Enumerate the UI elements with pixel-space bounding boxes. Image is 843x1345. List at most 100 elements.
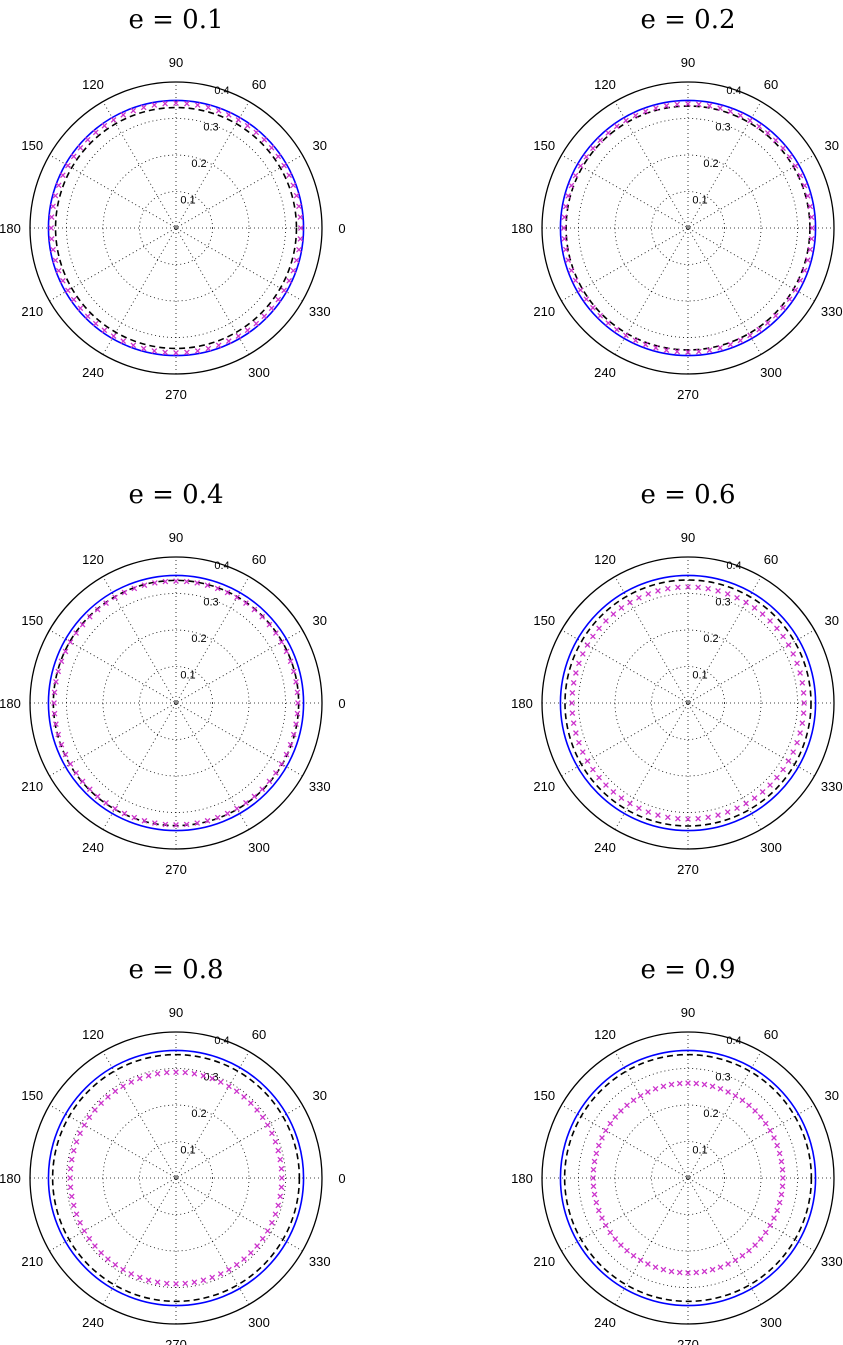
x-marker <box>103 800 109 806</box>
angle-tick-label: 240 <box>594 840 616 855</box>
x-marker <box>151 580 158 586</box>
x-marker <box>715 812 721 818</box>
x-marker <box>562 203 569 210</box>
angle-tick-label: 330 <box>821 1254 843 1269</box>
x-marker <box>194 348 201 354</box>
x-marker <box>151 820 158 826</box>
x-marker <box>112 594 118 601</box>
x-marker <box>591 1191 598 1198</box>
x-marker <box>747 332 753 339</box>
x-marker <box>68 1193 75 1200</box>
x-marker <box>767 782 773 788</box>
x-marker <box>235 333 242 339</box>
x-marker <box>612 1236 619 1242</box>
x-marker <box>235 117 242 123</box>
angle-tick-label: 60 <box>252 1027 266 1042</box>
x-marker <box>579 651 586 657</box>
x-marker <box>590 766 596 773</box>
angular-gridline <box>614 576 762 830</box>
x-marker <box>632 112 639 119</box>
x-marker <box>112 1261 119 1268</box>
x-marker <box>131 585 138 592</box>
angle-tick-label: 210 <box>21 304 43 319</box>
x-marker <box>612 1114 619 1120</box>
x-marker <box>136 1075 143 1082</box>
x-marker <box>283 648 290 655</box>
x-marker <box>60 172 66 179</box>
series-dashed-line <box>563 1053 813 1303</box>
x-marker <box>94 793 101 800</box>
angle-tick-label: 300 <box>760 1315 782 1330</box>
polar-outer-circle <box>29 81 323 375</box>
x-marker <box>630 1252 637 1259</box>
x-marker <box>151 102 158 108</box>
polar-panel-2: e = 0.203060901201501802102402703003300.… <box>511 5 842 402</box>
x-marker <box>55 267 62 274</box>
x-marker <box>293 721 299 728</box>
x-marker <box>746 1102 752 1109</box>
x-marker <box>762 1229 769 1236</box>
x-marker <box>268 144 275 151</box>
angle-tick-label: 150 <box>533 613 555 628</box>
x-marker <box>62 751 69 758</box>
x-marker <box>67 1165 74 1172</box>
x-marker <box>590 1166 597 1173</box>
x-marker <box>757 1114 764 1120</box>
x-marker <box>603 618 609 624</box>
angle-tick-label: 240 <box>594 1315 616 1330</box>
x-marker <box>234 594 240 601</box>
x-marker <box>86 786 93 793</box>
angle-tick-label: 210 <box>21 1254 43 1269</box>
x-marker <box>68 1156 75 1163</box>
x-marker <box>141 582 148 589</box>
x-marker <box>194 820 201 826</box>
x-marker <box>120 112 127 118</box>
x-marker <box>618 795 625 801</box>
x-marker <box>141 817 148 824</box>
x-marker <box>780 304 786 311</box>
angle-tick-label: 120 <box>594 1027 616 1042</box>
x-marker <box>225 338 232 344</box>
x-marker <box>675 584 681 591</box>
x-marker <box>73 630 79 636</box>
x-marker <box>251 793 258 800</box>
x-marker <box>774 1207 781 1214</box>
x-marker <box>130 107 137 114</box>
x-marker <box>70 296 77 303</box>
x-marker <box>756 123 763 130</box>
x-marker <box>65 162 71 169</box>
x-marker <box>293 257 300 264</box>
x-marker <box>739 1252 746 1259</box>
angle-tick-label: 270 <box>165 387 187 402</box>
x-marker <box>724 809 731 815</box>
x-marker <box>121 810 128 817</box>
angle-tick-label: 300 <box>248 840 270 855</box>
x-marker <box>294 689 301 696</box>
x-marker <box>277 1156 284 1163</box>
angle-tick-label: 210 <box>533 304 555 319</box>
x-marker <box>105 1094 111 1100</box>
x-marker <box>759 789 766 795</box>
x-marker <box>695 101 702 108</box>
angle-tick-label: 60 <box>764 1027 778 1042</box>
x-marker <box>797 277 804 284</box>
series-solid-line <box>559 574 817 832</box>
x-marker <box>618 1242 624 1248</box>
x-marker <box>65 287 71 294</box>
series-solid-line <box>47 99 305 357</box>
series-dashed-line <box>54 106 298 350</box>
x-marker <box>92 129 99 136</box>
x-marker <box>751 605 758 611</box>
x-marker <box>286 172 292 179</box>
radial-tick-label: 0.1 <box>180 1145 195 1157</box>
x-marker <box>762 1120 769 1127</box>
x-marker <box>637 1257 644 1264</box>
x-marker <box>709 1266 716 1273</box>
radial-tick-label: 0.4 <box>214 85 229 97</box>
x-marker <box>623 332 629 339</box>
angle-tick-label: 30 <box>313 1088 327 1103</box>
radial-tick-label: 0.4 <box>726 560 741 572</box>
x-marker <box>62 648 69 655</box>
x-marker <box>162 100 168 107</box>
x-marker <box>204 582 211 589</box>
